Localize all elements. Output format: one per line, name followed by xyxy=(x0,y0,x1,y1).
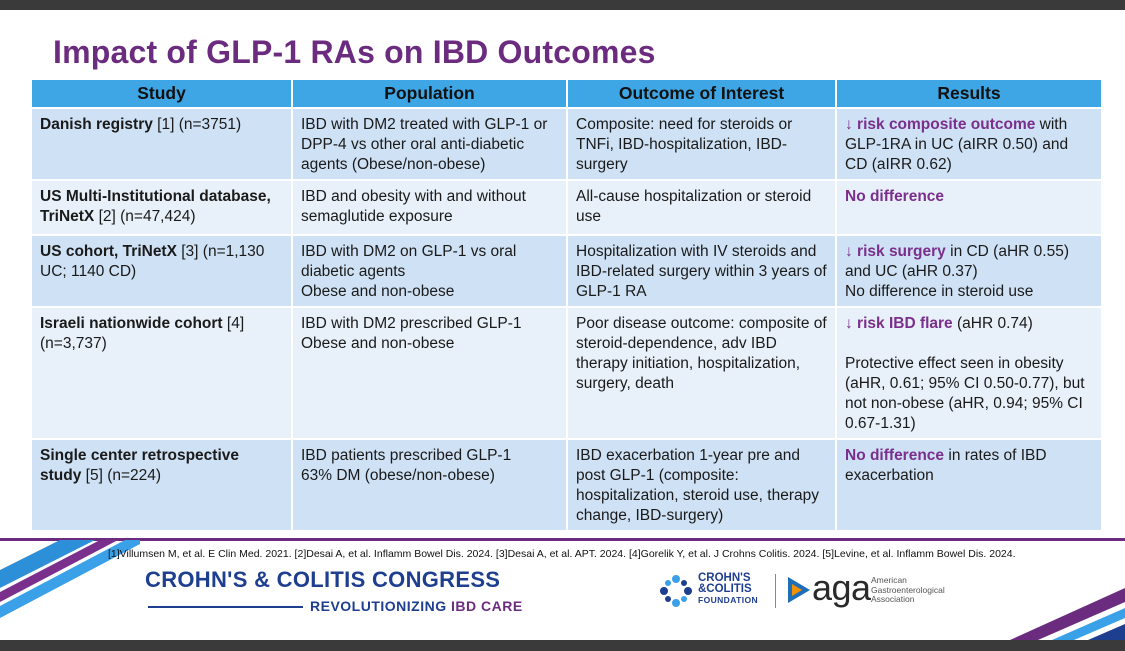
header-results: Results xyxy=(835,78,1103,109)
study-name: US Multi-Institutional database, TriNetX xyxy=(40,188,271,225)
population-cell: IBD with DM2 prescribed GLP-1 Obese and n… xyxy=(291,306,568,440)
table-row: Danish registry [1] (n=3751) IBD with DM… xyxy=(30,107,1103,181)
result-highlight: ↓ risk IBD flare xyxy=(845,315,953,332)
table-row: Single center retrospective study [5] (n… xyxy=(30,438,1103,532)
population-line: IBD with DM2 treated with GLP-1 or DPP-4… xyxy=(301,116,548,173)
outcome-cell: Composite: need for steroids or TNFi, IB… xyxy=(566,107,837,181)
study-cell: US cohort, TriNetX [3] (n=1,130 UC; 1140… xyxy=(30,234,293,308)
outcome-cell: All-cause hospitalization or steroid use xyxy=(566,179,837,236)
result-highlight: ↓ risk composite outcome xyxy=(845,116,1036,133)
population-cell: IBD with DM2 treated with GLP-1 or DPP-4… xyxy=(291,107,568,181)
ccf-line: CROHN'S xyxy=(698,572,751,584)
result-text: in CD (aHR 0.55) and UC (aHR 0.37) xyxy=(845,243,1069,280)
result-highlight: No difference xyxy=(845,188,945,205)
result-highlight: No difference xyxy=(845,447,945,464)
study-ref: [3] (n=1,130 UC; 1140 CD) xyxy=(40,243,265,280)
study-cell: Israeli nationwide cohort [4] (n=3,737) xyxy=(30,306,293,440)
bottom-bar xyxy=(0,640,1125,651)
study-name: Israeli nationwide cohort xyxy=(40,315,223,332)
result-extra: No difference in steroid use xyxy=(845,283,1034,300)
study-ref: [5] (n=224) xyxy=(81,467,162,484)
diagonal-stripes-icon xyxy=(0,540,140,620)
ccf-logo-icon xyxy=(658,573,694,609)
ccf-logo-text: CROHN'S &COLITIS FOUNDATION xyxy=(698,572,759,606)
top-bar xyxy=(0,0,1125,10)
population-line: IBD patients prescribed GLP-1 xyxy=(301,447,512,464)
population-line: IBD and obesity with and without semaglu… xyxy=(301,188,526,225)
aga-triangle-icon xyxy=(788,577,810,603)
results-cell: No difference in rates of IBD exacerbati… xyxy=(835,438,1103,532)
aga-sub-line: American xyxy=(871,575,907,585)
tagline-main: REVOLUTIONIZING xyxy=(310,598,451,614)
results-cell: No difference xyxy=(835,179,1103,236)
study-cell: US Multi-Institutional database, TriNetX… xyxy=(30,179,293,236)
study-ref: [2] (n=47,424) xyxy=(94,208,196,225)
aga-logo-subtitle: American Gastroenterological Association xyxy=(871,575,945,605)
header-population: Population xyxy=(291,78,568,109)
references: [1]Villumsen M, et al. E Clin Med. 2021.… xyxy=(108,548,1016,560)
ccf-line: FOUNDATION xyxy=(698,595,759,605)
study-name: US cohort, TriNetX xyxy=(40,243,177,260)
table-row: US cohort, TriNetX [3] (n=1,130 UC; 1140… xyxy=(30,234,1103,308)
tagline-rule xyxy=(148,606,303,608)
population-line: IBD with DM2 prescribed GLP-1 xyxy=(301,315,522,332)
footer-divider-line xyxy=(0,538,1125,541)
table-row: Israeli nationwide cohort [4] (n=3,737) … xyxy=(30,306,1103,440)
aga-logo-word: aga xyxy=(812,567,871,608)
diagonal-stripes-icon xyxy=(990,580,1125,640)
results-cell: ↓ risk IBD flare (aHR 0.74) Protective ef… xyxy=(835,306,1103,440)
study-cell: Single center retrospective study [5] (n… xyxy=(30,438,293,532)
table-header-row: Study Population Outcome of Interest Res… xyxy=(30,78,1103,109)
population-cell: IBD and obesity with and without semaglu… xyxy=(291,179,568,236)
ccf-line: &COLITIS xyxy=(698,583,752,595)
study-name: Danish registry xyxy=(40,116,153,133)
header-study: Study xyxy=(30,78,293,109)
table-row: US Multi-Institutional database, TriNetX… xyxy=(30,179,1103,236)
outcome-cell: IBD exacerbation 1-year pre and post GLP… xyxy=(566,438,837,532)
study-cell: Danish registry [1] (n=3751) xyxy=(30,107,293,181)
logo-divider xyxy=(775,574,776,608)
population-cell: IBD with DM2 on GLP-1 vs oral diabetic a… xyxy=(291,234,568,308)
outcome-cell: Hospitalization with IV steroids and IBD… xyxy=(566,234,837,308)
result-highlight: ↓ risk surgery xyxy=(845,243,946,260)
aga-sub-line: Association xyxy=(871,594,915,604)
population-line: IBD with DM2 on GLP-1 vs oral diabetic a… xyxy=(301,243,517,280)
study-ref: [4] (n=3,737) xyxy=(40,315,245,352)
study-ref: [1] (n=3751) xyxy=(152,116,242,133)
aga-sub-line: Gastroenterological xyxy=(871,584,945,595)
study-name: Single center retrospective study xyxy=(40,447,239,484)
population-cell: IBD patients prescribed GLP-1 63% DM (obe… xyxy=(291,438,568,532)
result-spacer xyxy=(845,334,1093,354)
header-outcome: Outcome of Interest xyxy=(566,78,837,109)
result-extra: Protective effect seen in obesity (aHR, … xyxy=(845,355,1085,432)
result-text: with GLP-1RA in UC (aIRR 0.50) and CD (a… xyxy=(845,116,1069,173)
slide-title: Impact of GLP-1 RAs on IBD Outcomes xyxy=(53,34,656,70)
tagline: REVOLUTIONIZING IBD CARE xyxy=(310,598,523,614)
congress-logo-text: CROHN'S & COLITIS CONGRESS xyxy=(145,567,501,592)
population-line: Obese and non-obese xyxy=(301,283,455,300)
result-text: (aHR 0.74) xyxy=(952,315,1033,332)
outcomes-table: Study Population Outcome of Interest Res… xyxy=(30,78,1103,532)
population-line: Obese and non-obese xyxy=(301,335,455,352)
tagline-accent: IBD CARE xyxy=(451,598,523,614)
results-cell: ↓ risk surgery in CD (aHR 0.55) and UC (… xyxy=(835,234,1103,308)
results-cell: ↓ risk composite outcome with GLP-1RA in… xyxy=(835,107,1103,181)
population-line: 63% DM (obese/non-obese) xyxy=(301,467,495,484)
outcome-cell: Poor disease outcome: composite of stero… xyxy=(566,306,837,440)
result-text: in rates of IBD exacerbation xyxy=(845,447,1047,484)
